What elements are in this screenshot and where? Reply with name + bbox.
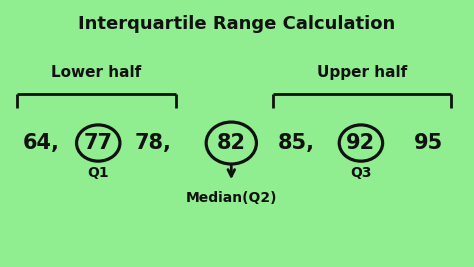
Text: 77: 77: [84, 133, 113, 153]
Text: 95: 95: [414, 133, 443, 153]
Text: 82: 82: [217, 133, 246, 153]
Text: 92: 92: [346, 133, 375, 153]
Text: Q3: Q3: [350, 166, 372, 180]
Text: Median(Q2): Median(Q2): [185, 191, 277, 205]
Text: Q1: Q1: [87, 166, 109, 180]
Text: Lower half: Lower half: [51, 65, 142, 80]
Text: 64,: 64,: [23, 133, 60, 153]
Text: Interquartile Range Calculation: Interquartile Range Calculation: [78, 15, 396, 33]
Text: Upper half: Upper half: [317, 65, 407, 80]
Text: 85,: 85,: [277, 133, 314, 153]
Text: 78,: 78,: [135, 133, 172, 153]
